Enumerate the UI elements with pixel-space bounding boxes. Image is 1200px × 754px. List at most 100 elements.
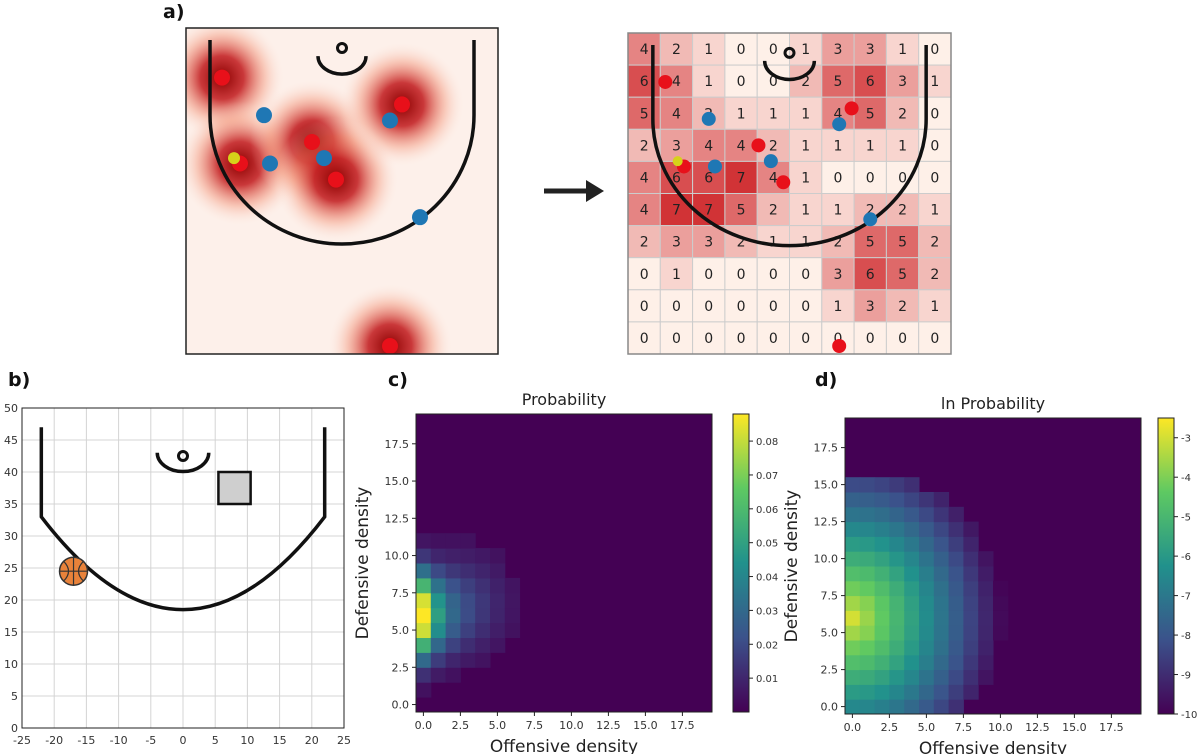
cell-value: 0 xyxy=(930,106,939,122)
x-axis-label: Offensive density xyxy=(919,739,1067,754)
heatmap-cell xyxy=(859,477,876,493)
cell-value: 2 xyxy=(801,74,810,90)
grid-cell xyxy=(692,289,726,323)
x-tick-label: 0.0 xyxy=(415,719,433,732)
cell-value: 3 xyxy=(898,74,907,90)
heatmap-cell xyxy=(475,563,491,579)
y-tick-label: 17.5 xyxy=(814,442,839,455)
grid-cell xyxy=(659,225,694,259)
heatmap-cell xyxy=(963,640,979,656)
cell-value: 1 xyxy=(704,74,713,90)
defense-player xyxy=(763,154,778,169)
cell-value: 5 xyxy=(866,106,875,122)
heatmap-cell xyxy=(460,622,476,638)
cell-value: 7 xyxy=(672,203,681,219)
cell-value: 4 xyxy=(737,138,746,154)
heatmap-cell xyxy=(919,580,935,597)
heatmap-cell xyxy=(933,566,950,582)
x-tick-label: 10.0 xyxy=(988,721,1013,734)
heatmap-cell xyxy=(889,625,905,641)
heatmap-cell xyxy=(859,580,876,597)
heatmap-cell xyxy=(919,625,935,641)
heatmap-cell xyxy=(445,652,461,668)
offense-player xyxy=(382,338,398,354)
heatmap-cell xyxy=(475,622,491,638)
heatmap-cell xyxy=(874,625,890,641)
heatmap-cell xyxy=(889,536,905,552)
heatmap-cell xyxy=(859,551,876,567)
heatmap-cell xyxy=(978,610,994,626)
grid-cell xyxy=(627,193,661,227)
cell-value: 2 xyxy=(898,106,907,122)
offense-player xyxy=(394,96,410,113)
heatmap-cell xyxy=(460,607,476,624)
cell-value: 1 xyxy=(930,74,939,90)
cell-value: 4 xyxy=(704,138,713,154)
offense-player xyxy=(832,339,847,353)
cell-value: 0 xyxy=(930,42,939,58)
colorbar xyxy=(732,413,750,713)
heatmap-cell xyxy=(490,563,506,579)
heatmap-cell xyxy=(445,637,461,653)
defense-player xyxy=(256,107,272,124)
grid-cell xyxy=(918,160,952,194)
heatmap-cell xyxy=(874,477,890,493)
heatmap-cell xyxy=(978,595,994,611)
x-tick-label: 15.0 xyxy=(633,719,658,732)
colorbar-tick-label: 0.01 xyxy=(756,674,778,685)
cell-value: 1 xyxy=(930,299,939,315)
three-point-line xyxy=(208,40,476,246)
colorbar-tick-label: 0.06 xyxy=(756,505,778,516)
cell-value: 0 xyxy=(672,331,681,347)
grid-cell xyxy=(692,257,726,291)
y-tick-label: 20 xyxy=(4,594,18,607)
heatmap-cell xyxy=(948,610,964,626)
heatmap-cell xyxy=(845,566,861,582)
cell-value: 0 xyxy=(769,74,778,90)
cell-value: 0 xyxy=(737,74,746,90)
x-tick-label: 7.5 xyxy=(955,721,973,734)
heatmap-cell xyxy=(919,684,935,700)
heatmap-cell xyxy=(460,637,476,653)
x-tick-label: 10 xyxy=(240,734,254,747)
grid-cell xyxy=(724,32,758,66)
cell-value: 2 xyxy=(930,235,939,251)
cell-value: 1 xyxy=(866,138,875,154)
y-tick-label: 35 xyxy=(4,498,18,511)
grid-cell xyxy=(885,160,920,194)
heatmap-cell xyxy=(430,592,447,609)
chart-title: ln Probability xyxy=(941,394,1045,413)
heatmap-cell xyxy=(490,577,506,594)
cell-value: 1 xyxy=(833,203,842,219)
three-point-line xyxy=(39,427,327,612)
heatmap-cell xyxy=(919,536,935,552)
grid-cell xyxy=(692,225,726,259)
cell-value: 6 xyxy=(866,267,875,283)
heatmap-cell xyxy=(859,595,876,611)
heatmap-cell xyxy=(963,595,979,611)
heatmap-cell xyxy=(859,521,876,537)
heatmap-cell xyxy=(416,637,432,653)
heatmap-cell xyxy=(889,654,905,671)
grid-cell xyxy=(853,32,887,66)
defense-player xyxy=(863,212,878,227)
cell-value: 3 xyxy=(704,235,713,251)
basketball-seam xyxy=(77,560,84,582)
heatmap-cell xyxy=(445,667,461,683)
colorbar-tick-label: -6 xyxy=(1181,552,1191,563)
grid-cell xyxy=(756,32,791,66)
cell-value: 6 xyxy=(866,74,875,90)
heatmap-cell xyxy=(904,640,920,656)
cell-value: 2 xyxy=(769,138,778,154)
cell-value: 0 xyxy=(704,331,713,347)
cell-value: 0 xyxy=(704,299,713,315)
heatmap-cell xyxy=(933,640,950,656)
x-tick-label: 17.5 xyxy=(670,719,695,732)
heatmap-cell xyxy=(475,577,491,594)
heatmap-cell xyxy=(919,566,935,582)
cell-value: 1 xyxy=(930,203,939,219)
ball-marker xyxy=(672,156,683,167)
cell-value: 4 xyxy=(833,106,842,122)
heatmap-cell xyxy=(874,492,890,508)
cell-value: 1 xyxy=(672,267,681,283)
